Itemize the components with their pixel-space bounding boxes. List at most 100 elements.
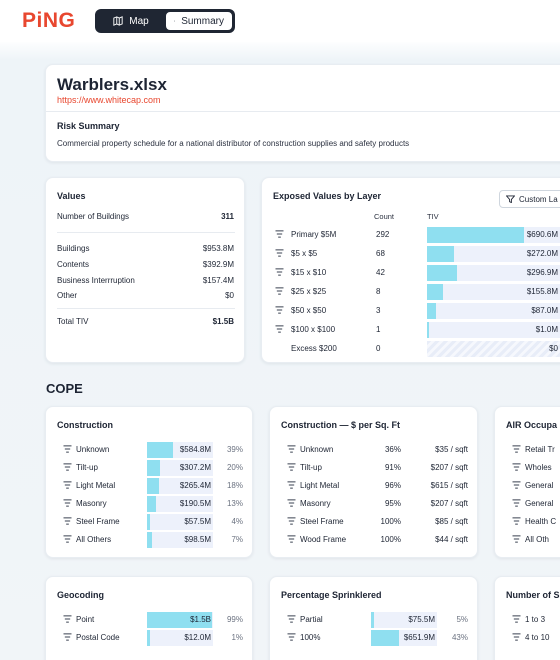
layer-row[interactable]: Excess $200 0 $0 <box>262 341 560 357</box>
filter-icon[interactable] <box>275 287 284 295</box>
cope-row[interactable]: Masonry $190.5M 13% <box>57 496 243 512</box>
filter-icon[interactable] <box>63 535 72 543</box>
filter-icon[interactable] <box>63 615 72 623</box>
layer-bar <box>427 246 454 262</box>
layer-tiv: $272.0M <box>526 249 558 258</box>
filter-icon[interactable] <box>287 517 296 525</box>
filter-icon[interactable] <box>63 499 72 507</box>
layer-count: 8 <box>376 287 381 296</box>
occupancy-title: AIR Occupa <box>506 420 558 430</box>
app-logo[interactable]: PiNG <box>22 9 76 32</box>
filter-icon[interactable] <box>275 325 284 333</box>
cope-bar <box>147 478 159 494</box>
layers-card: Exposed Values by Layer Custom La Count … <box>261 177 560 363</box>
filter-icon[interactable] <box>287 535 296 543</box>
cope-row[interactable]: All Others $98.5M 7% <box>57 532 243 548</box>
cope-row-amount: $584.8M <box>179 445 211 454</box>
layer-bar-track <box>427 227 560 243</box>
cope-row-rate: $85 / sqft <box>435 517 468 526</box>
map-tab[interactable]: Map <box>97 11 165 31</box>
filter-icon[interactable] <box>287 499 296 507</box>
cope-row-rate: $615 / sqft <box>430 481 468 490</box>
cope-row-pct: 100% <box>380 535 401 544</box>
filter-icon[interactable] <box>287 481 296 489</box>
custom-layers-button[interactable]: Custom La <box>499 190 560 208</box>
layer-row[interactable]: $15 x $10 42 $296.9M <box>262 265 560 281</box>
cope-bar <box>147 496 156 512</box>
geocoding-title: Geocoding <box>57 590 104 600</box>
filter-icon[interactable] <box>63 481 72 489</box>
cope-row-label: 4 to 10 <box>525 633 550 642</box>
custom-layers-label: Custom La <box>519 194 558 204</box>
filter-icon[interactable] <box>287 615 296 623</box>
filter-icon[interactable] <box>275 249 284 257</box>
layer-name: $100 x $100 <box>291 325 336 334</box>
cope-bar-track <box>371 612 437 628</box>
cope-row[interactable]: 4 to 10 <box>506 630 560 646</box>
cope-row[interactable]: Partial $75.5M 5% <box>281 612 468 628</box>
cope-row[interactable]: Point $1.5B 99% <box>57 612 243 628</box>
cope-row[interactable]: Wholes <box>506 460 560 476</box>
values-label: Number of Buildings <box>57 212 130 221</box>
cope-row[interactable]: Unknown $584.8M 39% <box>57 442 243 458</box>
cope-row[interactable]: Retail Tr <box>506 442 560 458</box>
cope-row[interactable]: Unknown 36% $35 / sqft <box>281 442 468 458</box>
filter-icon[interactable] <box>512 499 521 507</box>
filter-icon[interactable] <box>287 463 296 471</box>
cope-bar-track <box>371 630 437 646</box>
filter-icon[interactable] <box>275 268 284 276</box>
filter-icon[interactable] <box>63 463 72 471</box>
layer-row[interactable]: $25 x $25 8 $155.8M <box>262 284 560 300</box>
filter-icon[interactable] <box>512 535 521 543</box>
cope-row[interactable]: Tilt-up $307.2M 20% <box>57 460 243 476</box>
filter-icon[interactable] <box>512 633 521 641</box>
values-value: $0 <box>225 291 234 300</box>
cope-row[interactable]: Wood Frame 100% $44 / sqft <box>281 532 468 548</box>
layer-row[interactable]: Primary $5M 292 $690.6M <box>262 227 560 243</box>
filter-icon[interactable] <box>63 517 72 525</box>
cope-row[interactable]: Postal Code $12.0M 1% <box>57 630 243 646</box>
cope-row[interactable]: Light Metal 96% $615 / sqft <box>281 478 468 494</box>
filter-icon[interactable] <box>512 445 521 453</box>
cope-bar <box>147 460 161 476</box>
cope-row[interactable]: General <box>506 478 560 494</box>
cope-row[interactable]: Tilt-up 91% $207 / sqft <box>281 460 468 476</box>
filter-icon[interactable] <box>287 445 296 453</box>
cope-row[interactable]: 1 to 3 <box>506 612 560 628</box>
filter-icon[interactable] <box>275 230 284 238</box>
filter-icon[interactable] <box>512 463 521 471</box>
layer-row[interactable]: $50 x $50 3 $87.0M <box>262 303 560 319</box>
filter-icon[interactable] <box>63 445 72 453</box>
cope-row-pct: 20% <box>226 463 243 472</box>
cope-row[interactable]: Steel Frame 100% $85 / sqft <box>281 514 468 530</box>
filter-icon[interactable] <box>275 306 284 314</box>
file-url[interactable]: https://www.whitecap.com <box>57 95 161 105</box>
filter-icon[interactable] <box>63 633 72 641</box>
cope-row[interactable]: Health C <box>506 514 560 530</box>
values-label: Total TIV <box>57 317 89 326</box>
values-label: Other <box>57 291 78 300</box>
sprinklered-title: Percentage Sprinklered <box>281 590 382 600</box>
construction-card: Construction Unknown $584.8M 39% Tilt-up $30… <box>45 406 253 558</box>
cope-row-pct: 1% <box>231 633 243 642</box>
layer-row[interactable]: $100 x $100 1 $1.0M <box>262 322 560 338</box>
cope-row[interactable]: Steel Frame $57.5M 4% <box>57 514 243 530</box>
cope-row-label: Tilt-up <box>300 463 322 472</box>
layer-row[interactable]: $5 x $5 68 $272.0M <box>262 246 560 262</box>
cope-row[interactable]: Light Metal $265.4M 18% <box>57 478 243 494</box>
filter-icon[interactable] <box>512 615 521 623</box>
cope-row-label: General <box>525 499 554 508</box>
cope-row[interactable]: All Oth <box>506 532 560 548</box>
cope-bar <box>147 630 150 646</box>
cope-row-pct: 18% <box>226 481 243 490</box>
filter-icon[interactable] <box>512 517 521 525</box>
cope-row-amount: $307.2M <box>179 463 211 472</box>
geocoding-card: Geocoding Point $1.5B 99% Postal Code $12.0M… <box>45 576 253 660</box>
filter-icon[interactable] <box>512 481 521 489</box>
cope-row[interactable]: 100% $651.9M 43% <box>281 630 468 646</box>
summary-tab[interactable]: Summary <box>165 11 233 31</box>
cope-bar-track <box>147 442 213 458</box>
cope-row[interactable]: General <box>506 496 560 512</box>
cope-row[interactable]: Masonry 95% $207 / sqft <box>281 496 468 512</box>
filter-icon[interactable] <box>287 633 296 641</box>
